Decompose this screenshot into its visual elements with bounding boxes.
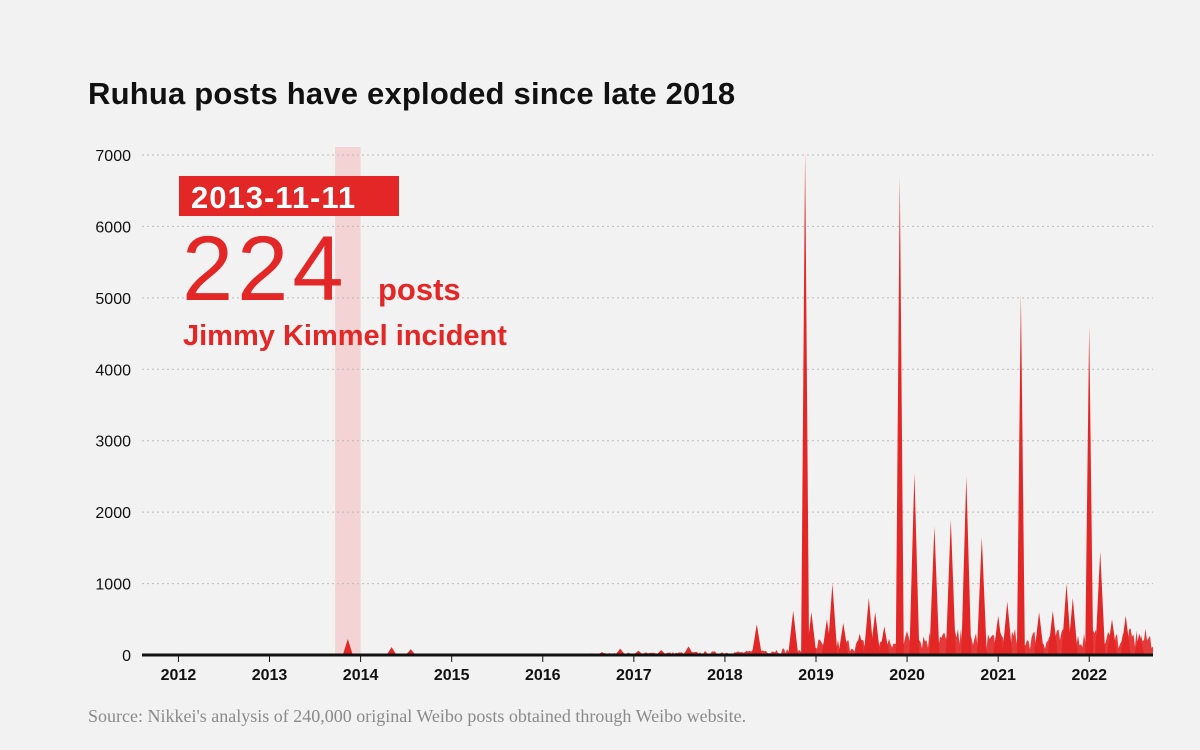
annotation-layer: 2013-11-11 224 posts Jimmy Kimmel incide… — [179, 176, 507, 352]
series-layer — [142, 151, 1153, 655]
spike-mark — [1061, 583, 1072, 655]
spike-mark — [1034, 612, 1045, 655]
highlight-event: Jimmy Kimmel incident — [183, 320, 507, 352]
spike-mark — [863, 597, 874, 655]
spike-mark — [838, 622, 849, 655]
highlight-value: 224 — [182, 218, 348, 320]
spike-mark — [895, 176, 904, 655]
chart-title: Ruhua posts have exploded since late 201… — [88, 76, 736, 111]
spike-mark — [1016, 294, 1025, 655]
y-tick-label: 3000 — [95, 434, 131, 451]
spike-mark — [1134, 633, 1145, 655]
spike-mark — [342, 639, 353, 655]
spike-mark — [854, 633, 865, 655]
highlight-date: 2013-11-11 — [191, 180, 356, 215]
x-tick-label: 2013 — [252, 667, 288, 684]
spike-mark — [1120, 615, 1131, 655]
spike-mark — [909, 472, 920, 655]
source-note: Source: Nikkei's analysis of 240,000 ori… — [88, 706, 747, 726]
spike-mark — [976, 537, 987, 655]
spike-mark — [806, 612, 817, 655]
spike-mark — [879, 626, 890, 655]
spike-mark — [1107, 619, 1117, 655]
axis-layer: 2012 2013 2014 2015 2016 2017 2018 2019 2020 2021… — [142, 653, 1153, 684]
y-tick-label: 5000 — [95, 291, 131, 308]
y-tick-label: 6000 — [95, 219, 131, 236]
spike-mark — [961, 476, 972, 655]
y-tick-label: 4000 — [95, 362, 131, 379]
x-tick-label: 2021 — [980, 667, 1016, 684]
y-tick-label: 0 — [122, 648, 131, 665]
x-tick-label: 2019 — [798, 667, 834, 684]
x-tick-label: 2020 — [889, 667, 925, 684]
y-tick-label: 1000 — [95, 577, 131, 594]
x-tick-label: 2016 — [525, 667, 561, 684]
x-tick-label: 2022 — [1071, 667, 1107, 684]
highlight-band — [335, 147, 361, 655]
highlight-layer — [335, 147, 361, 655]
highlight-unit: posts — [378, 272, 461, 307]
spike-mark — [1095, 551, 1106, 655]
spike-mark — [1067, 597, 1078, 655]
grid-layer: 0 1000 2000 3000 4000 5000 6000 7000 — [95, 148, 1153, 665]
x-tick-label: 2018 — [707, 667, 743, 684]
spike-mark — [386, 647, 397, 655]
spike-mark — [683, 646, 694, 655]
spike-mark — [615, 648, 626, 655]
spike-mark — [945, 519, 956, 655]
x-tick-label: 2012 — [161, 667, 197, 684]
spike-mark — [1085, 326, 1094, 655]
spike-mark — [870, 612, 881, 655]
y-tick-label: 2000 — [95, 505, 131, 522]
spike-mark — [1002, 601, 1013, 655]
x-tick-label: 2014 — [343, 667, 379, 684]
spike-mark — [827, 583, 838, 655]
spike-mark — [788, 610, 799, 655]
x-tick-label: 2017 — [616, 667, 652, 684]
y-tick-label: 7000 — [95, 148, 131, 165]
spike-mark — [1047, 610, 1058, 655]
x-tick-label: 2015 — [434, 667, 470, 684]
highlight-date-box — [179, 176, 399, 216]
spike-mark — [751, 624, 762, 655]
spike-mark — [801, 151, 810, 655]
spike-mark — [929, 526, 940, 655]
spike-mark — [993, 615, 1004, 655]
